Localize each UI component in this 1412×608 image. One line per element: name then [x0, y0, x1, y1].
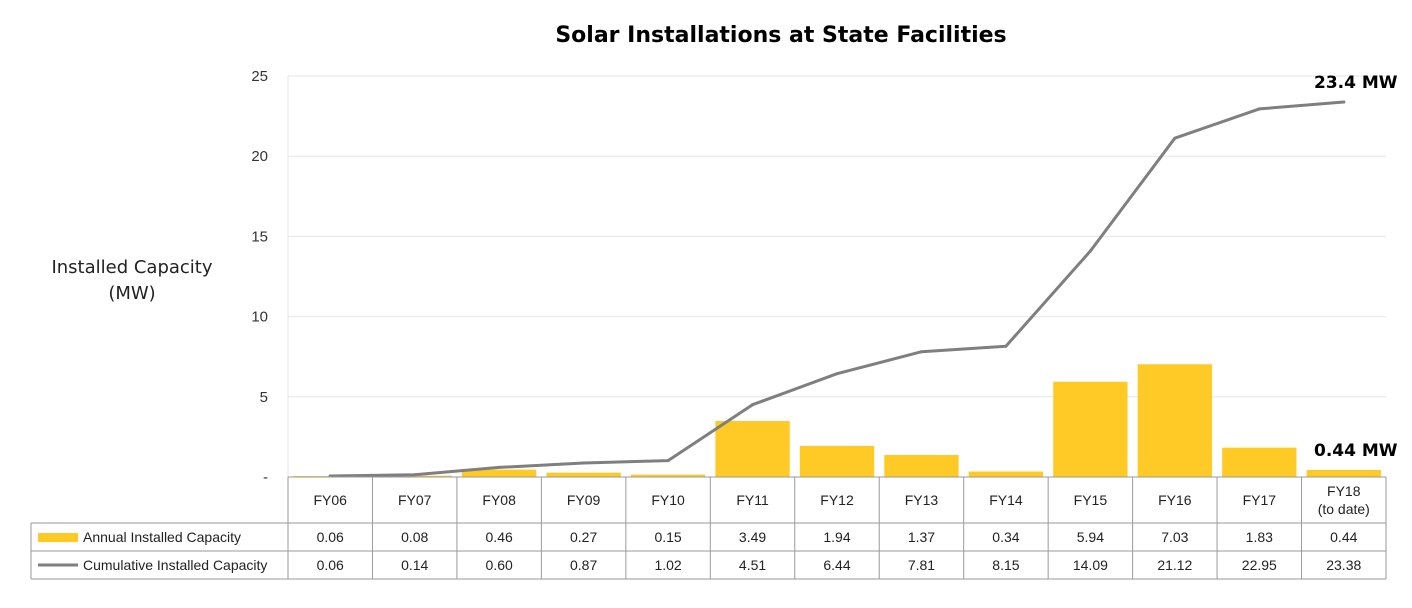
line-point-4: [666, 459, 670, 463]
bar-6: [799, 445, 875, 477]
legend-label-1: Cumulative Installed Capacity: [83, 557, 267, 573]
table-value-s1-5: 4.51: [739, 557, 766, 573]
y-tick-label-1: 5: [260, 389, 268, 406]
chart-title: Solar Installations at State Facilities: [555, 23, 1006, 48]
bar-7: [884, 455, 959, 477]
bar-series: [293, 364, 1381, 477]
table-value-s0-1: 0.08: [401, 529, 428, 545]
category-label-6: FY12: [820, 492, 854, 508]
y-tick-label-0: -: [263, 469, 268, 486]
category-label-12-line-1: (to date): [1318, 501, 1370, 517]
bar-10: [1137, 364, 1213, 477]
category-label-0: FY06: [313, 492, 347, 508]
category-label-7: FY13: [905, 492, 939, 508]
table-value-s1-7: 7.81: [908, 557, 935, 573]
table-value-s0-4: 0.15: [654, 529, 681, 545]
bar-12: [1306, 469, 1381, 477]
table-value-s1-2: 0.60: [486, 557, 513, 573]
category-label-1: FY07: [398, 492, 432, 508]
table-value-s0-0: 0.06: [317, 529, 344, 545]
category-label-8: FY14: [989, 492, 1023, 508]
category-label-5: FY11: [736, 492, 769, 508]
table-value-s0-10: 7.03: [1161, 529, 1188, 545]
table-value-s1-11: 22.95: [1242, 557, 1277, 573]
annotations: 23.4 MW 0.44 MW: [1314, 73, 1398, 461]
table-value-s1-10: 21.12: [1157, 557, 1192, 573]
line-point-5: [751, 403, 755, 407]
y-axis-ticks: - 5 10 15 20 25: [251, 68, 268, 486]
bar-11: [1222, 447, 1297, 477]
table-value-s1-6: 6.44: [823, 557, 850, 573]
annotation-0: 23.4 MW: [1314, 73, 1398, 93]
table-value-s1-4: 1.02: [654, 557, 681, 573]
category-label-9: FY15: [1074, 492, 1108, 508]
category-label-4: FY10: [651, 492, 685, 508]
category-label-10: FY16: [1158, 492, 1192, 508]
y-tick-label-5: 25: [251, 68, 268, 85]
table-value-s0-6: 1.94: [823, 529, 850, 545]
line-point-10: [1173, 136, 1177, 140]
table-value-s0-8: 0.34: [992, 529, 1019, 545]
bar-5: [715, 421, 790, 477]
legend-label-0: Annual Installed Capacity: [83, 529, 241, 545]
category-label-12: FY18: [1327, 483, 1361, 499]
bar-1: [377, 475, 452, 477]
gridlines: [287, 75, 1386, 477]
line-series: [328, 100, 1346, 478]
table-value-s0-9: 5.94: [1077, 529, 1104, 545]
table-value-s0-11: 1.83: [1246, 529, 1273, 545]
line-point-8: [1004, 344, 1008, 348]
table-value-s0-7: 1.37: [908, 529, 935, 545]
table-value-s1-0: 0.06: [317, 557, 344, 573]
category-label-2: FY08: [482, 492, 516, 508]
table-value-s1-12: 23.38: [1326, 557, 1361, 573]
line-point-2: [497, 465, 501, 469]
line-point-6: [835, 372, 839, 376]
y-axis-label-line-2: (MW): [108, 283, 155, 304]
line-point-12: [1342, 100, 1346, 104]
category-label-11: FY17: [1243, 492, 1277, 508]
line-point-3: [582, 461, 586, 465]
y-tick-label-2: 10: [251, 309, 268, 326]
bar-2: [461, 469, 537, 477]
table-value-s1-3: 0.87: [570, 557, 597, 573]
bar-8: [968, 471, 1044, 477]
bar-4: [630, 474, 706, 477]
table-value-s0-2: 0.46: [486, 529, 513, 545]
legend-swatch-annual: [38, 533, 78, 542]
bar-3: [546, 472, 621, 477]
y-tick-label-3: 15: [251, 228, 268, 245]
table-value-s1-9: 14.09: [1073, 557, 1108, 573]
bar-9: [1053, 381, 1128, 477]
line-point-9: [1088, 249, 1092, 253]
table-value-s0-5: 3.49: [739, 529, 766, 545]
data-table: FY06 FY07 FY08 FY09 FY10 FY11 FY12 FY13 FY14 FY15…: [30, 476, 1387, 580]
category-label-3: FY09: [567, 492, 601, 508]
table-value-s1-8: 8.15: [992, 557, 1019, 573]
annotation-1: 0.44 MW: [1314, 441, 1398, 461]
table-value-s1-1: 0.14: [401, 557, 428, 573]
line-point-11: [1257, 107, 1261, 111]
line-point-7: [919, 350, 923, 354]
table-value-s0-12: 0.44: [1330, 529, 1357, 545]
y-tick-label-4: 20: [251, 148, 268, 165]
table-value-s0-3: 0.27: [570, 529, 597, 545]
y-axis-label-line-1: Installed Capacity: [51, 257, 212, 278]
line-point-1: [413, 473, 417, 477]
